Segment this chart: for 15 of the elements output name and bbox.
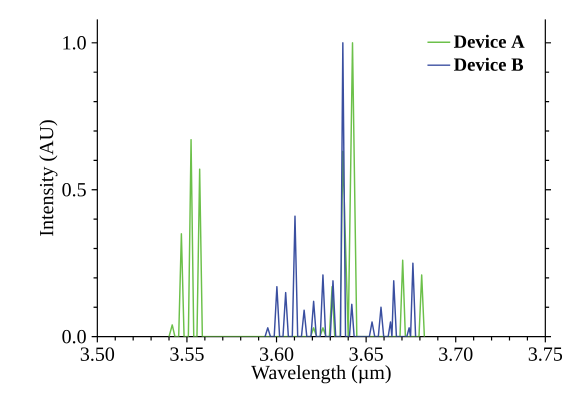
y-tick-label: 1.0 — [63, 36, 86, 50]
x-tick-label: 3.50 — [80, 347, 114, 361]
y-axis-title: Intensity (AU) — [39, 120, 58, 236]
x-axis-title: Wavelength (µm) — [251, 365, 391, 384]
y-tick-label: 0.5 — [62, 182, 86, 197]
x-tick-label: 3.55 — [170, 347, 204, 361]
y-tick-label: 0.0 — [62, 330, 86, 344]
x-tick-label: 3.70 — [439, 347, 472, 361]
x-tick-label: 3.60 — [260, 347, 294, 361]
legend-label: Device A — [454, 34, 524, 48]
line-series — [264, 42, 416, 337]
x-tick-label: 3.75 — [528, 347, 562, 361]
legend-label: Device B — [454, 58, 524, 71]
line-series — [168, 42, 426, 337]
x-tick-label: 3.65 — [350, 347, 383, 361]
